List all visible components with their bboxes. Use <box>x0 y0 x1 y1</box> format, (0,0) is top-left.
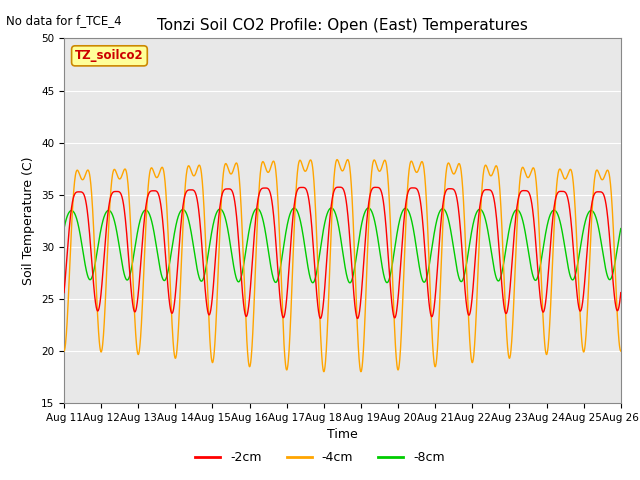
-2cm <box>359 271 367 276</box>
-2cm <box>505 300 513 305</box>
-8cm <box>505 230 513 236</box>
-4cm <box>216 242 223 248</box>
-4cm <box>584 306 591 312</box>
Line: -8cm: -8cm <box>64 208 621 283</box>
-8cm <box>346 280 354 286</box>
-8cm <box>359 216 367 221</box>
-8cm <box>60 226 68 231</box>
Text: TZ_soilco2: TZ_soilco2 <box>75 49 144 62</box>
-2cm <box>335 184 343 190</box>
-8cm <box>216 206 223 212</box>
-8cm <box>568 277 576 283</box>
-2cm <box>354 315 362 321</box>
Line: -2cm: -2cm <box>64 187 621 318</box>
-8cm <box>328 205 335 211</box>
-4cm <box>617 348 625 354</box>
Title: Tonzi Soil CO2 Profile: Open (East) Temperatures: Tonzi Soil CO2 Profile: Open (East) Temp… <box>157 18 528 33</box>
-2cm <box>617 290 625 296</box>
Text: No data for f_TCE_4: No data for f_TCE_4 <box>6 14 122 27</box>
-2cm <box>584 242 591 248</box>
Legend: -2cm, -4cm, -8cm: -2cm, -4cm, -8cm <box>190 446 450 469</box>
-2cm <box>568 230 576 236</box>
-4cm <box>344 157 351 163</box>
-8cm <box>584 212 591 217</box>
-4cm <box>357 369 365 374</box>
Y-axis label: Soil Temperature (C): Soil Temperature (C) <box>22 156 35 285</box>
-2cm <box>216 209 223 215</box>
-2cm <box>60 290 68 296</box>
-4cm <box>505 353 513 359</box>
-4cm <box>371 158 379 164</box>
-8cm <box>371 220 379 226</box>
-4cm <box>359 355 367 361</box>
-8cm <box>617 226 625 231</box>
-4cm <box>568 170 576 176</box>
X-axis label: Time: Time <box>327 429 358 442</box>
Line: -4cm: -4cm <box>64 160 621 372</box>
-4cm <box>60 348 68 354</box>
-2cm <box>371 184 379 190</box>
